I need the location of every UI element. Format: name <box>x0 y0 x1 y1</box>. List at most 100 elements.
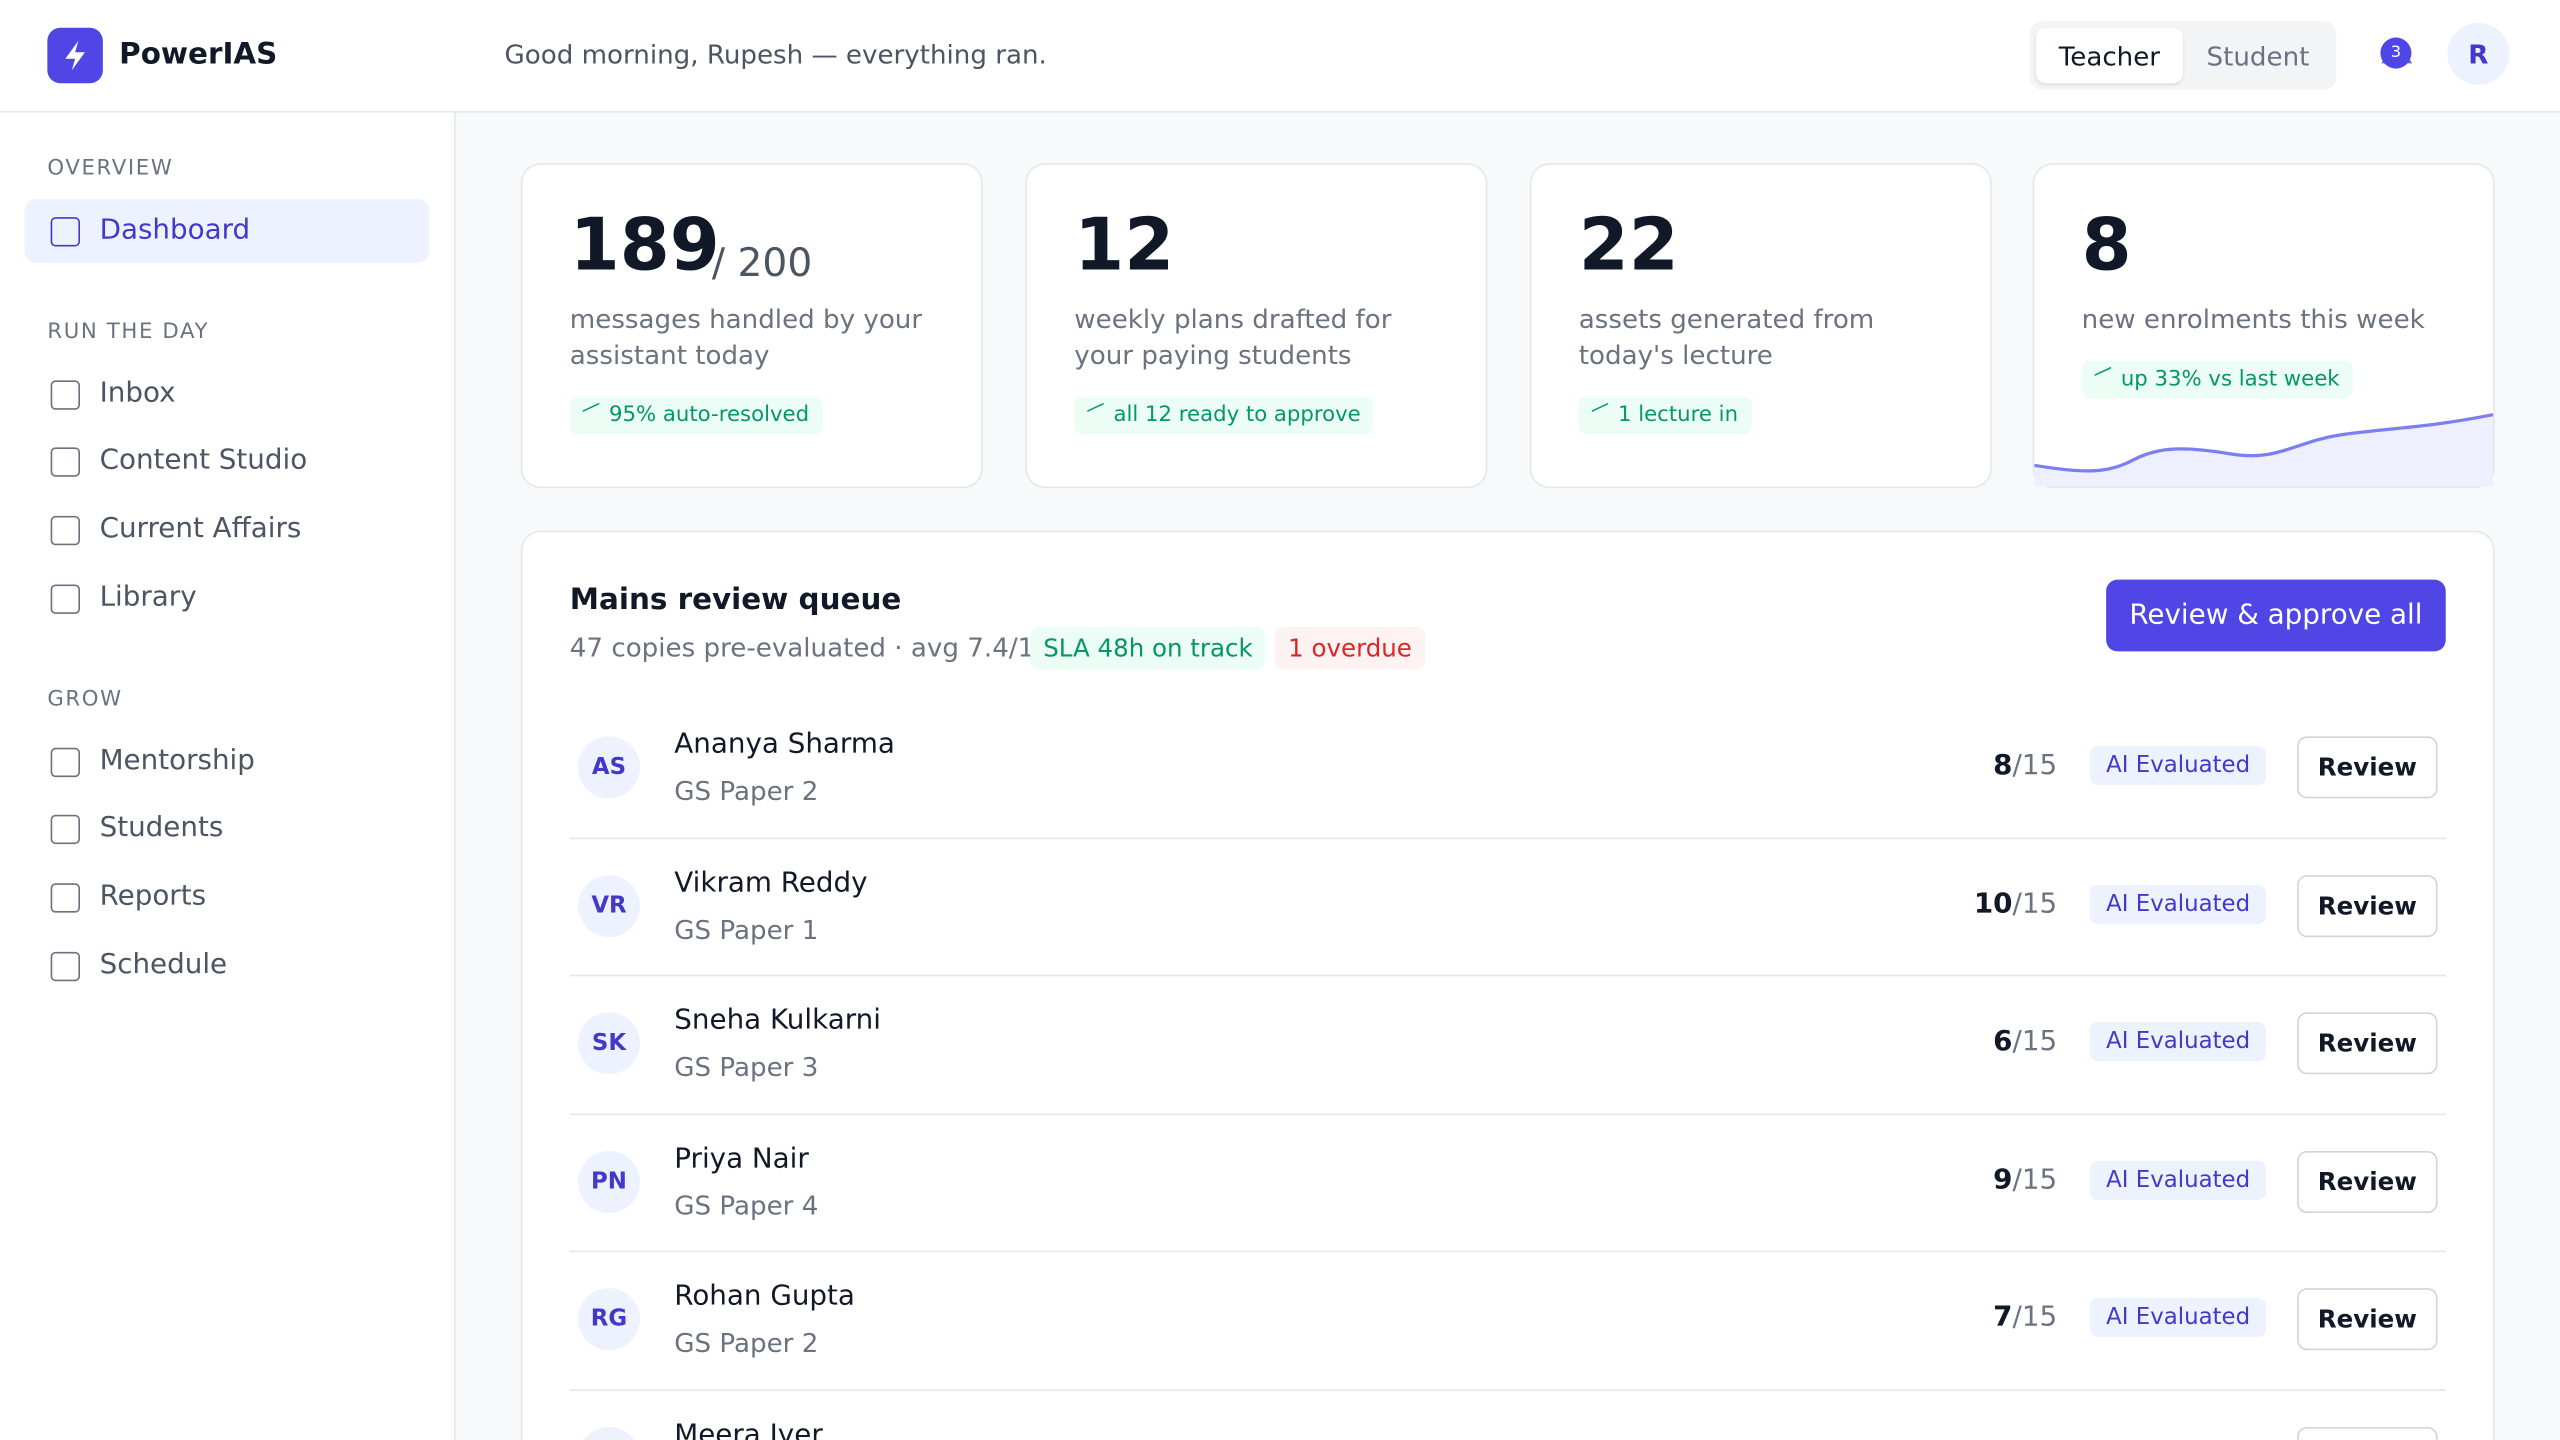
score-max: /15 <box>2012 749 2058 783</box>
status-badge: AI Evaluated <box>2089 1160 2267 1200</box>
student-avatar <box>577 1426 640 1440</box>
score-value: 8 <box>1993 749 2013 783</box>
stat-suffix: / 200 <box>711 239 813 286</box>
stat-value: 8 <box>2081 204 2132 288</box>
nav-icon <box>50 447 80 478</box>
review-button[interactable]: Review <box>2297 736 2438 799</box>
nav-icon <box>50 951 80 981</box>
review-button[interactable]: Review <box>2297 874 2438 937</box>
score: 10/15 <box>1974 887 2057 920</box>
stat-pill: all 12 ready to approve <box>1074 396 1374 435</box>
row-divider <box>569 1113 2446 1115</box>
score: 9/15 <box>1993 1164 2057 1197</box>
student-avatar: RG <box>577 1288 640 1351</box>
paper: GS Paper 1 <box>674 913 819 945</box>
paper: GS Paper 2 <box>674 1327 819 1360</box>
nav-icon <box>50 883 80 913</box>
student-name: Priya Nair <box>674 1142 809 1176</box>
nav-item[interactable]: Reports <box>99 879 207 913</box>
stat-description: assets generated from today's lecture <box>1578 303 1875 371</box>
stat-pill: up 33% vs last week <box>2081 360 2353 399</box>
nav-item[interactable]: Content Studio <box>99 444 308 478</box>
nav-item[interactable]: Schedule <box>99 947 228 981</box>
status-badge: AI Evaluated <box>2089 1298 2267 1338</box>
nav-item[interactable]: Current Affairs <box>99 512 302 546</box>
overdue-pill: 1 overdue <box>1275 626 1425 670</box>
user-avatar[interactable]: R <box>2447 22 2510 85</box>
approve-all-button[interactable]: Review & approve all <box>2106 579 2446 652</box>
sparkline <box>2034 413 2494 487</box>
student-avatar: PN <box>577 1150 640 1213</box>
sidebar <box>0 112 456 1440</box>
student-name: Meera Iyer <box>674 1418 823 1440</box>
section-label: RUN THE DAY <box>47 319 210 344</box>
stat-description: messages handled by your assistant today <box>569 303 923 371</box>
row-divider <box>569 836 2446 839</box>
sparkline-line <box>2034 413 2494 473</box>
status-badge: AI Evaluated <box>2089 1022 2267 1062</box>
nav-item[interactable]: Library <box>99 580 197 614</box>
nav-icon <box>50 379 80 410</box>
brand: PowerIAS <box>119 37 278 72</box>
student-avatar: AS <box>577 736 640 799</box>
stat-value: 189 <box>569 204 720 288</box>
student-name: Ananya Sharma <box>674 728 895 761</box>
student-avatar: VR <box>577 874 640 937</box>
score-value: 9 <box>1993 1163 2013 1197</box>
paper: GS Paper 3 <box>674 1051 819 1083</box>
score: 7/15 <box>1993 1302 2057 1335</box>
nav-item[interactable]: Students <box>99 811 224 845</box>
queue-title: Mains review queue <box>569 582 902 618</box>
logo <box>47 27 103 84</box>
row-divider <box>569 1389 2446 1392</box>
stat-description: weekly plans drafted for your paying stu… <box>1074 303 1392 371</box>
score: 6/15 <box>1993 1026 2057 1059</box>
section-label: GROW <box>47 686 123 712</box>
queue-panel <box>520 530 2495 1440</box>
review-button[interactable]: Review <box>2297 1012 2438 1075</box>
row-divider <box>569 1251 2446 1253</box>
nav-item[interactable]: Mentorship <box>99 743 255 777</box>
nav-icon <box>50 217 80 247</box>
row-divider <box>569 974 2446 977</box>
paper: GS Paper 4 <box>674 1189 819 1221</box>
score-max: /15 <box>2012 1025 2058 1059</box>
score-value: 10 <box>1973 887 2013 921</box>
stat-value: 22 <box>1578 204 1679 288</box>
greeting: Good morning, Rupesh — everything ran. <box>504 39 1047 71</box>
student-avatar: SK <box>577 1012 640 1075</box>
sparkline-area <box>2034 414 2494 487</box>
review-button[interactable]: Review <box>2297 1150 2438 1213</box>
logo-icon <box>65 40 85 71</box>
toggle-teacher[interactable]: Teacher <box>2035 27 2183 84</box>
section-label: OVERVIEW <box>47 156 174 182</box>
stat-description: new enrolments this week <box>2081 303 2425 335</box>
nav-item[interactable]: Dashboard <box>99 213 251 247</box>
nav-item[interactable]: Inbox <box>99 376 176 410</box>
notification-badge: 3 <box>2380 37 2412 69</box>
score-value: 7 <box>1993 1301 2013 1335</box>
student-name: Rohan Gupta <box>674 1280 855 1314</box>
status-badge: AI Evaluated <box>2089 884 2267 924</box>
nav-icon <box>50 814 80 845</box>
stat-value: 12 <box>1074 204 1175 288</box>
sla-pill: SLA 48h on track <box>1030 626 1266 670</box>
nav-icon <box>50 584 80 614</box>
nav-icon <box>50 746 80 777</box>
student-name: Vikram Reddy <box>674 866 868 899</box>
stat-pill: 1 lecture in <box>1578 396 1752 435</box>
review-button[interactable] <box>2297 1426 2438 1440</box>
nav-active <box>24 199 430 263</box>
score: 8/15 <box>1993 749 2057 782</box>
student-name: Sneha Kulkarni <box>674 1004 881 1038</box>
queue-subtitle: 47 copies pre-evaluated · avg 7.4/15 <box>569 631 1051 663</box>
status-badge: AI Evaluated <box>2089 746 2267 786</box>
score-max: /15 <box>2012 1301 2058 1335</box>
toggle-student[interactable]: Student <box>2206 40 2310 72</box>
review-button[interactable]: Review <box>2297 1288 2438 1351</box>
stat-pill: 95% auto-resolved <box>569 396 823 435</box>
score-max: /15 <box>2012 1163 2058 1197</box>
nav-icon <box>50 516 80 546</box>
